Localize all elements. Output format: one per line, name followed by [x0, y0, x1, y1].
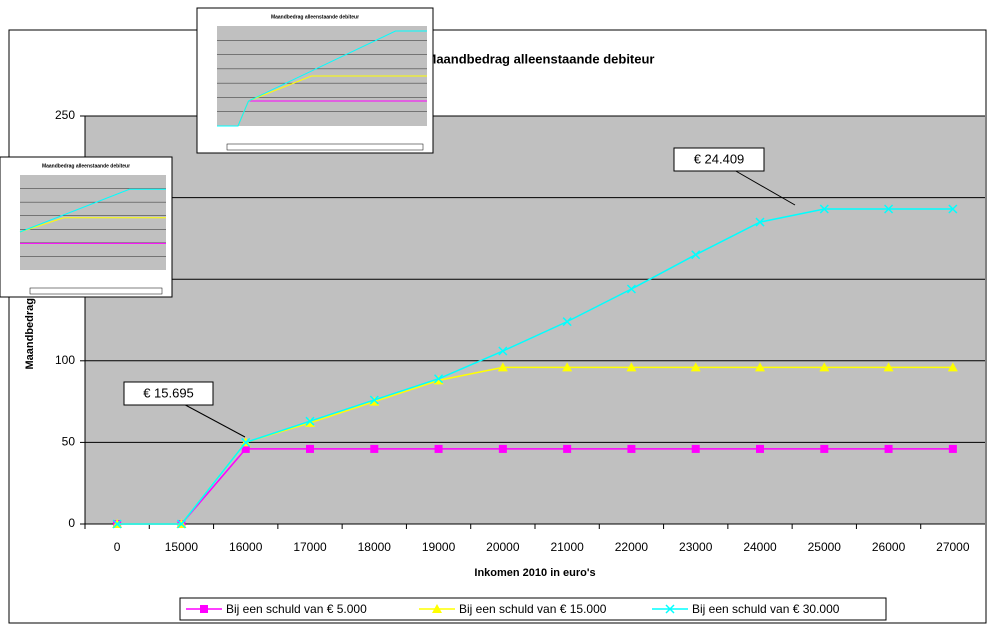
marker	[819, 362, 830, 372]
x-tick-label: 26000	[872, 540, 906, 554]
thumbnail-title: Maandbedrag alleenstaande debiteur	[271, 14, 359, 20]
y-tick-label: 250	[55, 108, 75, 122]
legend-item: Bij een schuld van € 15.000	[419, 602, 607, 616]
x-tick-label: 15000	[165, 540, 199, 554]
thumbnail: Maandbedrag alleenstaande debiteur	[0, 156, 173, 298]
thumbnail-legend	[29, 287, 163, 295]
series-line	[117, 208, 953, 525]
marker	[884, 204, 894, 214]
marker	[563, 444, 572, 453]
marker	[498, 346, 508, 356]
marker	[665, 604, 675, 614]
marker	[176, 519, 186, 529]
marker	[948, 204, 958, 214]
annotation-box	[123, 381, 214, 406]
marker	[755, 362, 765, 372]
thumbnail-legend	[226, 143, 424, 151]
thumbnail-line	[19, 188, 166, 233]
annotation: € 24.409	[694, 151, 745, 166]
x-tick-label: 22000	[615, 540, 649, 554]
x-tick-label: 20000	[486, 540, 520, 554]
legend-label: Bij een schuld van € 30.000	[692, 602, 840, 616]
x-tick-label: 23000	[679, 540, 713, 554]
marker	[434, 444, 443, 453]
x-tick-label: 25000	[808, 540, 842, 554]
marker	[370, 444, 379, 453]
thumbnail-line	[19, 217, 166, 233]
marker	[241, 444, 250, 453]
x-tick-label: 0	[114, 540, 121, 554]
marker	[626, 362, 637, 372]
marker	[498, 444, 507, 453]
marker	[306, 444, 314, 453]
marker	[947, 362, 958, 372]
y-tick-label: 100	[55, 353, 75, 367]
annotation-box	[673, 147, 765, 172]
x-axis-title: Inkomen 2010 in euro's	[474, 567, 595, 579]
x-tick-label: 19000	[422, 540, 456, 554]
legend-label: Bij een schuld van € 15.000	[459, 602, 607, 616]
x-tick-label: 21000	[550, 540, 584, 554]
x-tick-label: 27000	[936, 540, 970, 554]
marker	[819, 204, 829, 214]
marker	[691, 250, 701, 260]
marker	[691, 444, 700, 453]
legend-label: Bij een schuld van € 5.000	[226, 602, 367, 616]
marker	[434, 374, 444, 384]
marker	[755, 217, 765, 227]
marker	[562, 317, 572, 327]
marker	[497, 362, 508, 372]
x-tick-label: 24000	[743, 540, 777, 554]
x-tick-label: 18000	[358, 540, 392, 554]
marker	[948, 444, 957, 453]
marker	[112, 519, 122, 529]
legend-item: Bij een schuld van € 30.000	[652, 602, 840, 616]
marker	[432, 604, 442, 613]
thumbnail-title: Maandbedrag alleenstaande debiteur	[42, 163, 130, 169]
marker	[626, 284, 636, 294]
series-line	[117, 448, 953, 525]
annotation-leader	[733, 169, 796, 206]
marker	[305, 416, 315, 426]
x-tick-label: 16000	[229, 540, 263, 554]
marker	[884, 444, 893, 453]
y-tick-label: 0	[68, 516, 75, 530]
marker	[562, 362, 573, 372]
legend	[179, 597, 887, 621]
marker	[627, 444, 636, 453]
marker	[690, 362, 701, 372]
y-tick-label: 50	[62, 435, 76, 449]
marker	[200, 605, 208, 613]
x-tick-label: 17000	[293, 540, 327, 554]
plot-area	[85, 116, 985, 524]
annotation-leader	[183, 403, 246, 438]
annotation: € 15.695	[143, 385, 194, 400]
marker	[241, 437, 251, 447]
marker	[369, 395, 379, 405]
thumbnail-line	[217, 30, 427, 127]
marker	[756, 444, 764, 453]
thumbnail: Maandbedrag alleenstaande debiteur	[196, 7, 434, 154]
legend-item: Bij een schuld van € 5.000	[186, 602, 367, 616]
marker	[820, 444, 829, 453]
chart-title: Maandbedrag alleenstaande debiteur	[425, 51, 654, 66]
marker	[883, 362, 894, 372]
